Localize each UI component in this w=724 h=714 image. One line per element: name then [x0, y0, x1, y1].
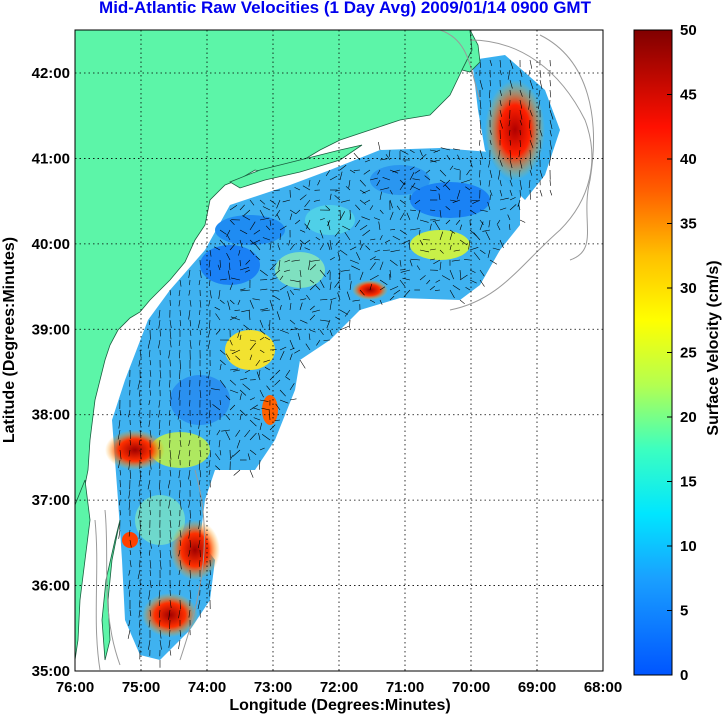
x-tick-label: 73:00 — [254, 679, 292, 696]
colorbar-tick-label: 5 — [680, 603, 688, 620]
colorbar-tick-label: 25 — [680, 345, 697, 362]
y-axis-label: Latitude (Degrees:Minutes) — [1, 237, 18, 443]
x-tick-label: 71:00 — [386, 679, 424, 696]
x-tick-label: 76:00 — [56, 679, 94, 696]
colorbar-tick-label: 15 — [680, 474, 697, 491]
y-tick-label: 38:00 — [32, 407, 70, 424]
colorbar-tick-label: 45 — [680, 87, 697, 104]
y-tick-label: 36:00 — [32, 578, 70, 595]
colorbar-tick-label: 20 — [680, 409, 697, 426]
colorbar-tick-label: 40 — [680, 151, 697, 168]
colorbar-tick-label: 35 — [680, 216, 697, 233]
x-tick-label: 75:00 — [122, 679, 160, 696]
grid-lines — [75, 30, 603, 671]
colorbar — [633, 29, 673, 676]
x-axis-label: Longitude (Degrees:Minutes) — [229, 697, 450, 714]
velocity-vectors — [117, 59, 554, 668]
map-title: Mid-Atlantic Raw Velocities (1 Day Avg) … — [99, 0, 591, 17]
colorbar-tick-label: 50 — [680, 22, 697, 39]
y-tick-label: 35:00 — [32, 663, 70, 680]
x-tick-label: 70:00 — [452, 679, 490, 696]
y-tick-label: 39:00 — [32, 321, 70, 338]
colorbar-tick-label: 0 — [680, 667, 688, 684]
x-tick-label: 74:00 — [188, 679, 226, 696]
y-tick-label: 42:00 — [32, 65, 70, 82]
y-axis-ticks: 42:00 41:00 40:00 39:00 38:00 37:00 36:00 35:00 — [32, 65, 70, 680]
y-tick-label: 40:00 — [32, 236, 70, 253]
land-mass — [75, 30, 481, 661]
colorbar-label: Surface Velocity (cm/s) — [705, 260, 722, 435]
x-axis-ticks: 76:00 75:00 74:00 73:00 72:00 71:00 70:00 69:00… — [56, 679, 622, 696]
y-tick-label: 37:00 — [32, 492, 70, 509]
plot-frame — [74, 29, 604, 672]
x-tick-label: 72:00 — [320, 679, 358, 696]
y-tick-label: 41:00 — [32, 150, 70, 167]
x-tick-label: 68:00 — [584, 679, 622, 696]
colorbar-tick-label: 30 — [680, 280, 697, 297]
x-tick-label: 69:00 — [518, 679, 556, 696]
colorbar-tick-label: 10 — [680, 538, 697, 555]
bathymetry-contours — [94, 30, 594, 671]
